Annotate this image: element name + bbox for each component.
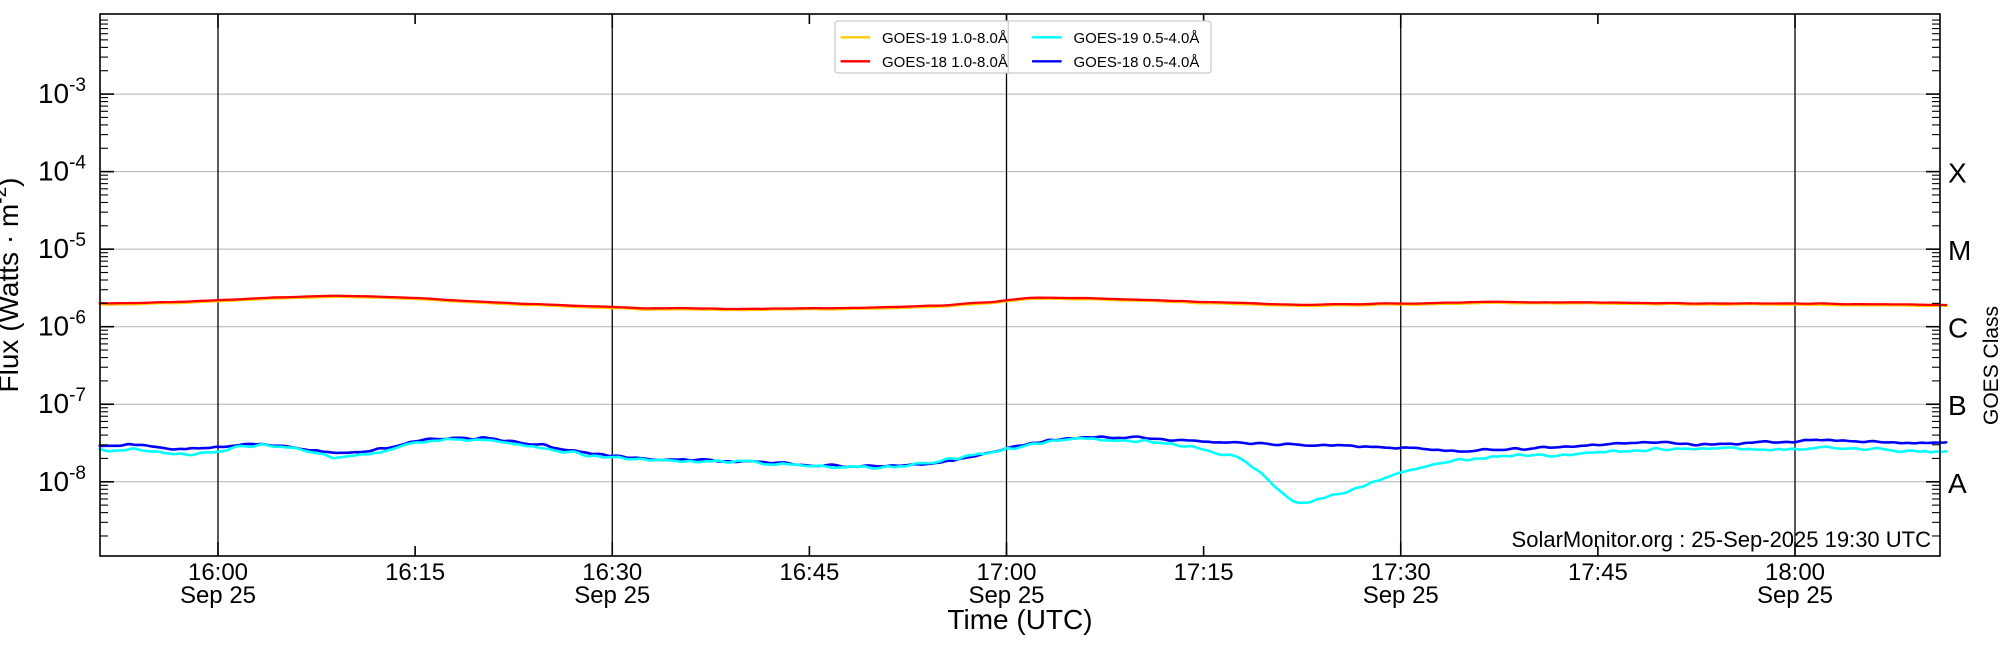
svg-text:16:15: 16:15 [385,559,445,586]
svg-text:SolarMonitor.org : 25-Sep-2025: SolarMonitor.org : 25-Sep-2025 19:30 UTC [1512,527,1932,552]
svg-text:16:45: 16:45 [779,559,839,586]
svg-text:B: B [1948,390,1967,421]
svg-text:GOES-18 0.5-4.0Å: GOES-18 0.5-4.0Å [1074,54,1200,71]
svg-text:GOES-18 1.0-8.0Å: GOES-18 1.0-8.0Å [882,54,1008,71]
svg-text:17:15: 17:15 [1174,559,1234,586]
svg-text:A: A [1948,468,1967,499]
svg-text:X: X [1948,158,1967,189]
svg-text:Flux (Watts · m-2): Flux (Watts · m-2) [0,178,24,393]
svg-text:Time (UTC): Time (UTC) [947,604,1092,635]
svg-text:Sep 25: Sep 25 [1757,582,1833,609]
svg-text:M: M [1948,235,1971,266]
svg-text:C: C [1948,313,1968,344]
svg-text:GOES Class: GOES Class [1980,306,2000,425]
svg-text:GOES-19 0.5-4.0Å: GOES-19 0.5-4.0Å [1074,30,1200,47]
svg-text:GOES-19 1.0-8.0Å: GOES-19 1.0-8.0Å [882,30,1008,47]
svg-text:17:45: 17:45 [1568,559,1628,586]
svg-text:Sep 25: Sep 25 [574,582,650,609]
svg-text:Sep 25: Sep 25 [1363,582,1439,609]
svg-text:Sep 25: Sep 25 [180,582,256,609]
